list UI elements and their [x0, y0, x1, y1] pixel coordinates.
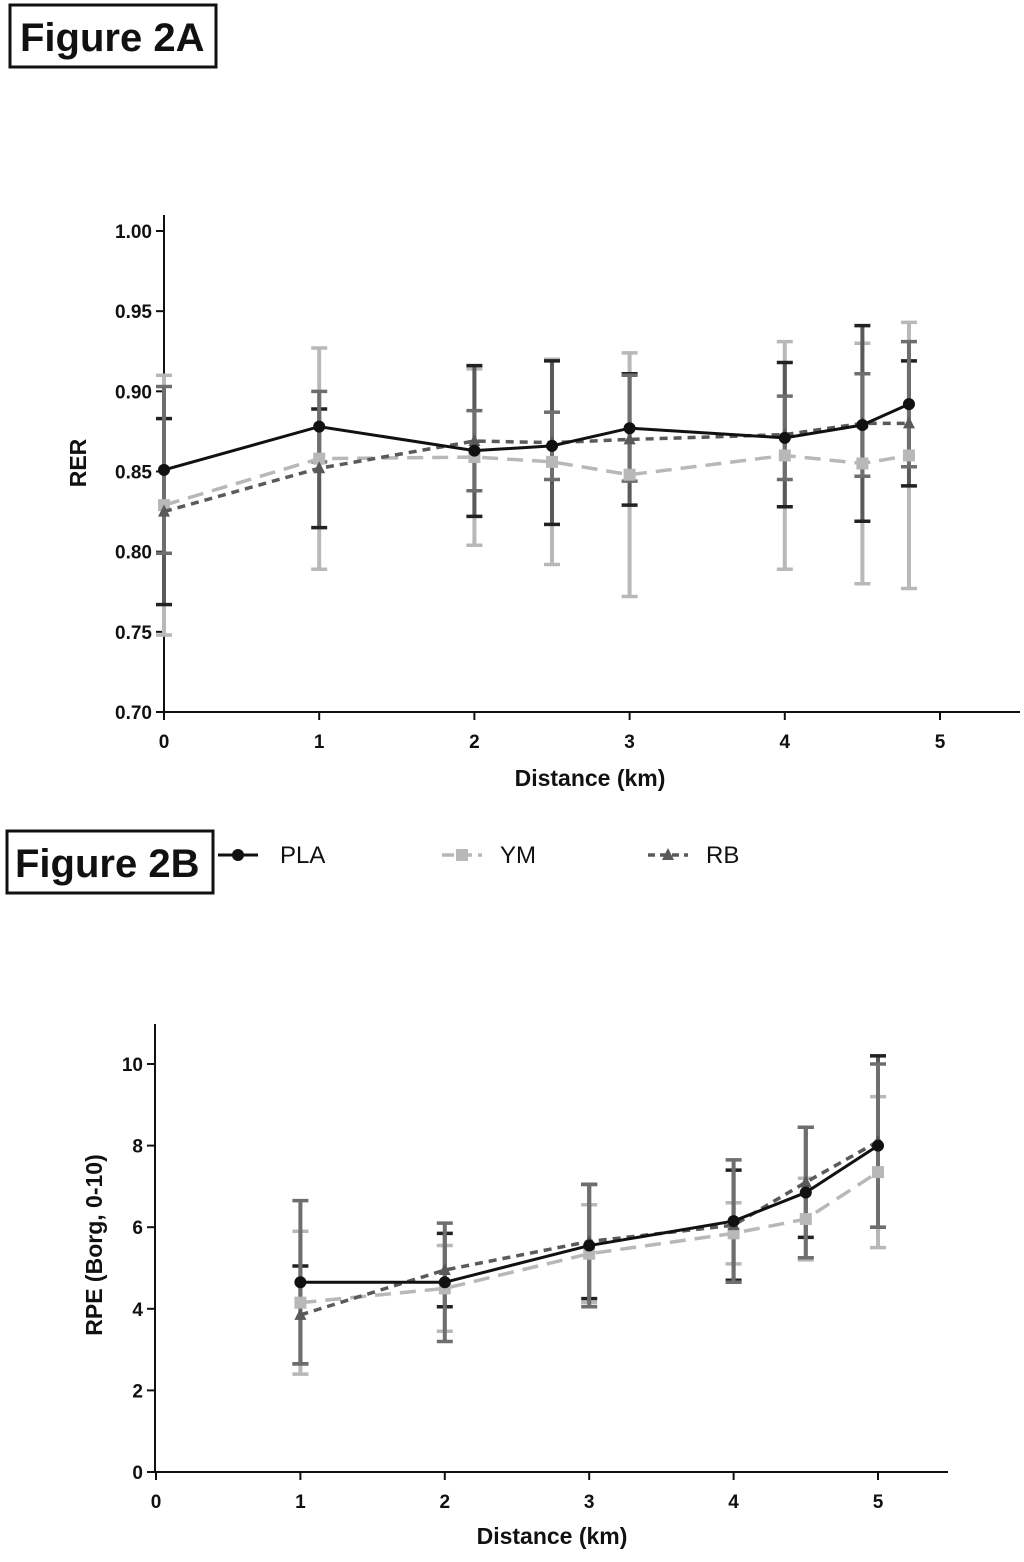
rer-series-ym-line	[163, 453, 910, 507]
rpe-y-tick-label: 10	[122, 1055, 143, 1076]
rpe-x-tick-label: 5	[873, 1492, 884, 1513]
rer-y-tick-label: 0.85	[115, 463, 152, 484]
rer-series-ym-point	[623, 468, 636, 481]
rer-series-pla-point	[856, 419, 869, 432]
chart-rer-axes: 0.70 0.75 0.80 0.85 0.90 0.95 1.00 0 1 2 3 4 5	[115, 215, 1020, 753]
rer-series-rb-point	[158, 504, 170, 517]
rpe-series-pla-point	[583, 1239, 596, 1252]
rpe-series-rb-point	[294, 1307, 307, 1320]
legend-marker-pla	[232, 849, 244, 861]
rpe-series-pla-point	[294, 1276, 307, 1289]
rpe-y-tick-label: 8	[132, 1137, 143, 1158]
rpe-series-ym-point	[799, 1213, 812, 1226]
rer-series-ym-point	[902, 449, 915, 462]
rpe-x-tick-label: 4	[728, 1492, 739, 1513]
rer-y-tick-label: 0.70	[115, 703, 152, 724]
rer-series-pla-line	[163, 402, 910, 472]
rpe-series-rb-point	[438, 1263, 451, 1276]
rer-series-rb-point	[313, 461, 326, 474]
rpe-y-tick-label: 0	[132, 1463, 143, 1484]
chart-rpe-axes: 0 2 4 6 8 10 0 1 2 3 4 5	[122, 1024, 948, 1513]
rer-series-rb-line	[163, 421, 909, 514]
rer-x-tick-label: 5	[935, 732, 946, 753]
rpe-series-ym-point	[727, 1227, 740, 1240]
chart-rpe: 0 2 4 6 8 10 0 1 2 3 4 5 Distance (km) RPE (Borg, 0…	[81, 1024, 948, 1549]
rer-y-tick-label: 0.90	[115, 382, 152, 403]
legend-label-rb: RB	[706, 842, 739, 869]
rer-series-pla-point	[158, 463, 170, 476]
chart-rer: 0.70 0.75 0.80 0.85 0.90 0.95 1.00 0 1 2 3 4 5 Dista…	[65, 215, 1020, 791]
chart-rer-xlabel: Distance (km)	[515, 765, 666, 791]
rer-y-tick-label: 0.80	[115, 543, 152, 564]
rer-series-rb-point	[623, 432, 636, 445]
rer-series-ym-point	[313, 452, 326, 465]
rpe-x-tick-label: 1	[295, 1492, 306, 1513]
figure-2b-label-box	[5, 829, 215, 895]
rpe-series-pla-point	[872, 1139, 884, 1152]
rer-series-pla-point	[546, 439, 558, 452]
rpe-series-rb-point	[799, 1175, 812, 1188]
rer-y-tick-label: 0.95	[115, 302, 152, 323]
rer-series-pla-point	[623, 422, 636, 435]
rer-series-pla-point	[902, 398, 915, 411]
rpe-y-tick-label: 2	[132, 1381, 143, 1402]
rpe-y-tick-label: 4	[132, 1300, 143, 1321]
legend: PLA YM RB	[218, 842, 739, 869]
rer-series-pla-point	[778, 431, 791, 444]
rer-series-pla-point	[468, 444, 481, 457]
rer-series-ym-errorbars	[156, 320, 917, 637]
rpe-series-pla-line	[300, 1144, 879, 1284]
rpe-series-ym-point	[294, 1296, 307, 1309]
rer-x-tick-label: 2	[469, 732, 480, 753]
rer-series-pla-point	[313, 420, 326, 433]
rer-series-ym-point	[856, 457, 869, 470]
chart-rer-ylabel: RER	[65, 438, 91, 487]
rpe-series-ym-line	[300, 1170, 879, 1305]
rer-x-tick-label: 0	[159, 732, 170, 753]
rpe-series-pla-errorbars	[292, 1062, 886, 1366]
figure-2a-label-box	[8, 3, 218, 69]
rer-y-tick-label: 1.00	[115, 222, 152, 243]
figure-2b-label: Figure 2B	[5, 829, 215, 895]
rpe-series-ym-point	[872, 1166, 884, 1179]
rpe-series-pla-point	[438, 1276, 451, 1289]
figure-2a-label-text: Figure 2A	[20, 16, 204, 60]
rer-series-ym-point	[778, 449, 791, 462]
legend-label-pla: PLA	[280, 842, 325, 869]
rpe-x-tick-label: 2	[440, 1492, 451, 1513]
chart-rpe-plot	[292, 1054, 886, 1376]
chart-rpe-ylabel: RPE (Borg, 0-10)	[81, 1154, 107, 1335]
chart-rer-plot	[156, 320, 917, 637]
figure-2b-label-text: Figure 2B	[15, 842, 199, 886]
rer-series-rb-point	[468, 434, 481, 447]
rer-y-tick-label: 0.75	[115, 623, 152, 644]
rer-series-ym-point	[546, 455, 558, 468]
rpe-x-tick-label: 0	[151, 1492, 162, 1513]
legend-marker-ym	[456, 849, 468, 861]
chart-rpe-xlabel: Distance (km)	[477, 1523, 628, 1549]
rer-series-rb-errorbars	[156, 323, 917, 607]
rer-x-tick-label: 4	[780, 732, 791, 753]
rpe-series-pla-point	[727, 1215, 740, 1228]
figure-2a-label: Figure 2A	[8, 3, 218, 69]
rer-series-rb-point	[902, 416, 915, 429]
rpe-y-tick-label: 6	[132, 1218, 143, 1239]
rer-x-tick-label: 3	[624, 732, 635, 753]
rpe-series-pla-point	[799, 1186, 812, 1199]
rer-x-tick-label: 1	[314, 732, 325, 753]
rpe-x-tick-label: 3	[584, 1492, 595, 1513]
legend-marker-rb	[662, 848, 674, 860]
legend-label-ym: YM	[500, 842, 536, 869]
